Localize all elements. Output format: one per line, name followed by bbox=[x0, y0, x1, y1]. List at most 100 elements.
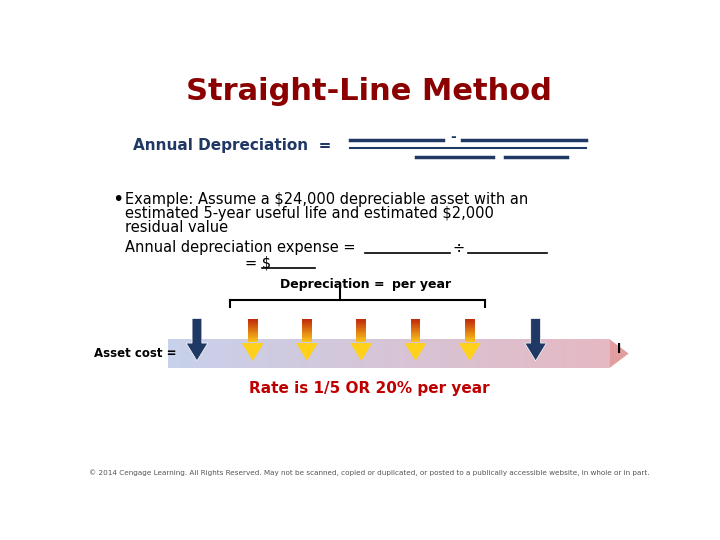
Bar bbox=[549, 339, 552, 368]
Bar bbox=[302, 333, 312, 334]
Bar bbox=[302, 322, 312, 323]
Text: •: • bbox=[112, 190, 123, 209]
Bar bbox=[377, 339, 379, 368]
Bar bbox=[356, 326, 366, 327]
Bar bbox=[582, 339, 585, 368]
Bar bbox=[333, 339, 336, 368]
Bar bbox=[561, 339, 563, 368]
Bar bbox=[329, 339, 331, 368]
Bar bbox=[465, 326, 474, 327]
Bar bbox=[258, 339, 260, 368]
Bar bbox=[457, 339, 459, 368]
Bar bbox=[248, 324, 258, 325]
Bar bbox=[518, 339, 521, 368]
Bar bbox=[260, 339, 263, 368]
Bar bbox=[547, 339, 549, 368]
Bar bbox=[465, 323, 474, 324]
Bar bbox=[574, 339, 576, 368]
Bar bbox=[197, 339, 199, 368]
Bar bbox=[168, 339, 170, 368]
Polygon shape bbox=[296, 343, 318, 361]
Bar bbox=[356, 341, 366, 342]
Bar bbox=[585, 339, 588, 368]
Bar bbox=[344, 339, 346, 368]
Text: Annual Depreciation  =: Annual Depreciation = bbox=[132, 138, 331, 153]
Bar bbox=[174, 339, 176, 368]
Text: per year: per year bbox=[392, 278, 451, 291]
Bar bbox=[468, 339, 470, 368]
Bar bbox=[302, 332, 312, 333]
Bar bbox=[232, 339, 234, 368]
Bar bbox=[554, 339, 557, 368]
Bar bbox=[410, 334, 420, 335]
Bar bbox=[240, 339, 243, 368]
Bar bbox=[477, 339, 479, 368]
Polygon shape bbox=[186, 319, 208, 361]
Bar bbox=[543, 339, 545, 368]
Bar bbox=[465, 325, 474, 326]
Bar bbox=[499, 339, 501, 368]
Bar bbox=[366, 339, 369, 368]
Bar bbox=[230, 339, 232, 368]
Bar bbox=[413, 339, 415, 368]
Bar bbox=[465, 328, 474, 329]
Bar bbox=[302, 323, 312, 324]
Text: -: - bbox=[450, 130, 456, 144]
Bar bbox=[567, 339, 570, 368]
Bar bbox=[410, 333, 420, 334]
Text: residual value: residual value bbox=[125, 220, 228, 235]
Polygon shape bbox=[242, 343, 264, 361]
Bar bbox=[331, 339, 333, 368]
Bar bbox=[356, 324, 366, 325]
Bar bbox=[435, 339, 437, 368]
Bar bbox=[346, 339, 348, 368]
Text: Depreciation =: Depreciation = bbox=[280, 278, 384, 291]
Bar bbox=[245, 339, 247, 368]
Bar bbox=[465, 321, 474, 322]
Bar bbox=[205, 339, 207, 368]
Bar bbox=[393, 339, 395, 368]
Bar bbox=[238, 339, 240, 368]
Bar bbox=[302, 325, 312, 326]
Bar bbox=[309, 339, 311, 368]
Bar bbox=[192, 339, 194, 368]
Bar bbox=[248, 325, 258, 326]
Bar bbox=[410, 326, 420, 327]
Bar bbox=[248, 320, 258, 321]
Bar bbox=[307, 339, 309, 368]
Bar bbox=[248, 336, 258, 338]
Bar bbox=[465, 340, 474, 341]
Bar bbox=[210, 339, 212, 368]
Bar bbox=[448, 339, 450, 368]
Bar bbox=[454, 339, 457, 368]
Bar bbox=[410, 321, 420, 322]
Bar bbox=[590, 339, 592, 368]
Text: estimated 5-year useful life and estimated $2,000: estimated 5-year useful life and estimat… bbox=[125, 206, 494, 221]
Bar bbox=[465, 329, 474, 330]
Bar bbox=[410, 336, 420, 338]
Bar bbox=[487, 339, 490, 368]
Polygon shape bbox=[609, 339, 629, 368]
Text: Rate is 1/5 OR 20% per year: Rate is 1/5 OR 20% per year bbox=[248, 381, 490, 396]
Bar bbox=[216, 339, 218, 368]
Bar bbox=[605, 339, 607, 368]
Bar bbox=[404, 339, 406, 368]
Bar bbox=[302, 326, 312, 327]
Bar bbox=[248, 333, 258, 334]
Bar bbox=[318, 339, 320, 368]
Bar bbox=[348, 339, 351, 368]
Bar bbox=[291, 339, 293, 368]
Bar bbox=[521, 339, 523, 368]
Bar bbox=[465, 331, 474, 332]
Bar bbox=[536, 339, 539, 368]
Bar bbox=[356, 340, 366, 341]
Bar bbox=[302, 334, 312, 335]
Bar bbox=[388, 339, 390, 368]
Bar bbox=[302, 320, 312, 321]
Bar bbox=[408, 339, 410, 368]
Bar bbox=[267, 339, 269, 368]
Bar bbox=[356, 319, 366, 320]
Bar bbox=[236, 339, 238, 368]
Bar bbox=[248, 341, 258, 342]
Bar bbox=[185, 339, 187, 368]
